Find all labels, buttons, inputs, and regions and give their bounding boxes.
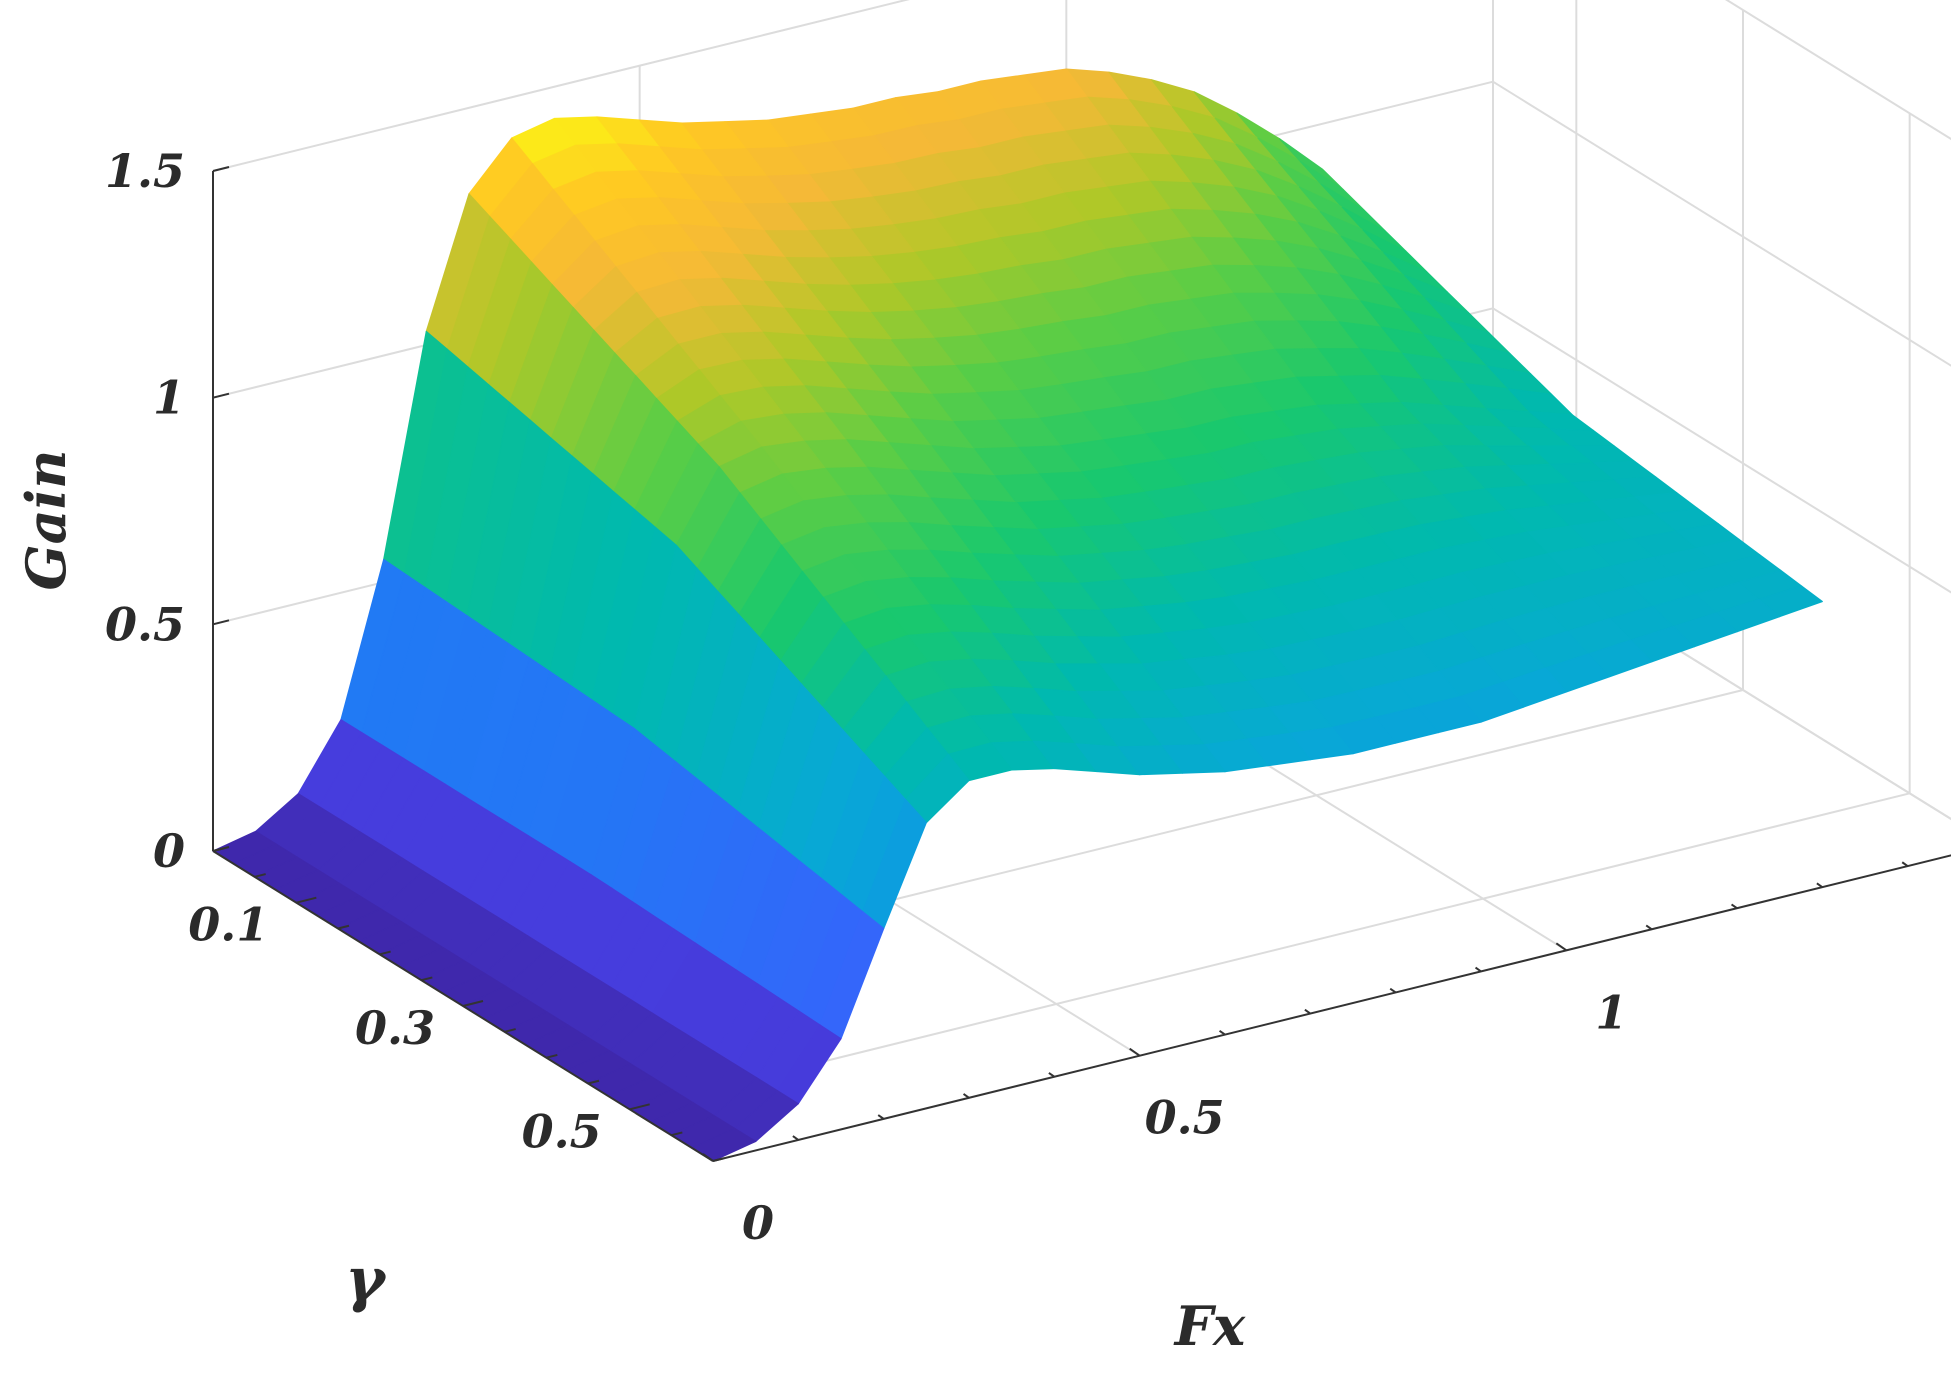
surface-patch bbox=[1118, 745, 1183, 776]
x-axis-line bbox=[712, 854, 1951, 1162]
x-tick-label: 1 bbox=[1595, 985, 1627, 1039]
x-tick-minor bbox=[1816, 882, 1823, 888]
z-tick bbox=[212, 846, 230, 852]
x-tick-minor bbox=[1304, 1008, 1311, 1015]
y-tick-minor bbox=[712, 1157, 725, 1162]
y-tick-label: 0.1 bbox=[188, 898, 268, 952]
y-tick-label: 0.5 bbox=[522, 1104, 602, 1158]
z-tick-label: 1 bbox=[153, 371, 185, 425]
y-tick-major bbox=[629, 1103, 650, 1111]
y-tick-minor bbox=[546, 1053, 558, 1059]
gridline-sidewall-z bbox=[1724, 0, 1951, 141]
z-tick bbox=[212, 166, 230, 172]
y-tick-minor bbox=[504, 1028, 516, 1033]
x-tick-minor bbox=[1048, 1072, 1055, 1078]
gridline-sidewall-z bbox=[1492, 80, 1951, 367]
y-tick-minor bbox=[671, 1131, 683, 1137]
gain-surface bbox=[212, 68, 1823, 1162]
x-tick-minor bbox=[1389, 987, 1397, 994]
x-tick-label: 0.5 bbox=[1145, 1091, 1225, 1145]
x-tick-minor bbox=[962, 1093, 970, 1099]
z-tick-label: 0.5 bbox=[105, 597, 185, 651]
x-tick-major bbox=[1555, 942, 1567, 952]
y-tick-major bbox=[462, 1000, 484, 1007]
y-tick-minor bbox=[337, 924, 350, 930]
y-tick-minor bbox=[421, 976, 433, 982]
axis-lines bbox=[212, 166, 1951, 1162]
x-tick-label: 0 bbox=[742, 1196, 774, 1250]
y-tick-minor bbox=[254, 873, 266, 878]
x-tick-minor bbox=[792, 1135, 799, 1141]
y-tick-minor bbox=[379, 950, 391, 956]
y-tick-major bbox=[296, 896, 317, 904]
x-tick-minor bbox=[877, 1114, 885, 1120]
tick-labels: 00.511.50.10.30.500.511.5 bbox=[105, 144, 1627, 1250]
x-axis-title: Fx bbox=[1173, 1294, 1246, 1358]
y-axis-title: γ bbox=[345, 1245, 387, 1315]
y-tick-minor bbox=[587, 1079, 600, 1085]
z-tick bbox=[212, 619, 230, 626]
x-tick-major bbox=[1129, 1047, 1141, 1057]
y-tick-label: 0.3 bbox=[355, 1001, 435, 1055]
x-tick-minor bbox=[1645, 924, 1653, 931]
z-tick-label: 1.5 bbox=[105, 144, 185, 198]
x-tick-minor bbox=[1474, 966, 1482, 973]
x-tick-minor bbox=[1218, 1029, 1226, 1036]
gridline-floor-y bbox=[629, 792, 1910, 1111]
x-tick-minor bbox=[1730, 903, 1738, 910]
z-tick bbox=[212, 392, 230, 399]
z-axis-title: Gain bbox=[14, 450, 78, 591]
x-tick-major bbox=[702, 1153, 714, 1162]
x-tick-minor bbox=[1901, 861, 1909, 867]
z-tick-label: 0 bbox=[153, 824, 185, 878]
gridline-backwall-z bbox=[212, 0, 910, 172]
